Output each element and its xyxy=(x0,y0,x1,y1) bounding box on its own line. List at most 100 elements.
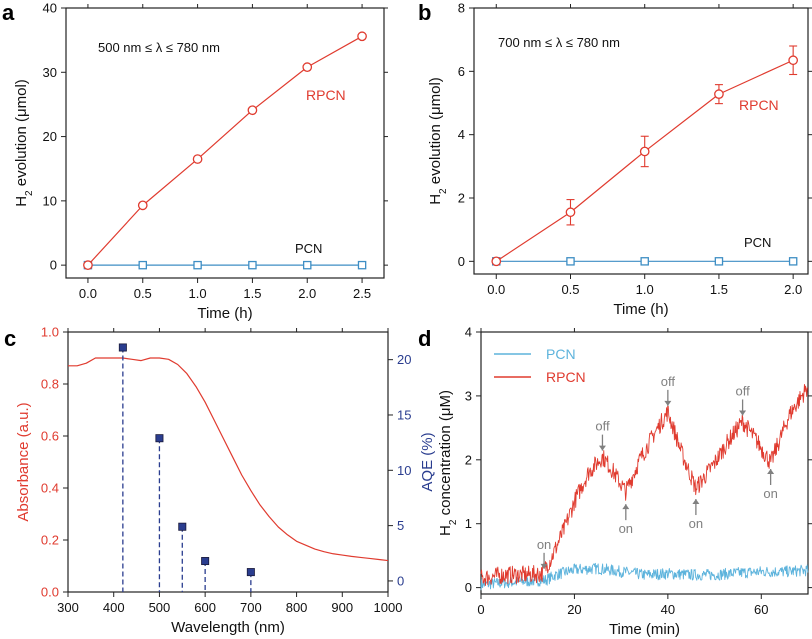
y-tick-label: 20 xyxy=(43,129,57,144)
data-point-pcn xyxy=(302,260,312,270)
legend-label-rpcn: RPCN xyxy=(546,369,586,385)
x-tick-label: 600 xyxy=(194,600,216,615)
annotation-off: off xyxy=(661,374,676,389)
x-tick-label: 0.5 xyxy=(134,286,152,301)
x-tick-label: 0.0 xyxy=(487,282,505,297)
x-tick-label: 60 xyxy=(754,602,768,617)
data-point-pcn xyxy=(138,260,148,270)
data-point-aqe xyxy=(155,434,164,443)
x-axis-label: Wavelength (nm) xyxy=(171,619,285,636)
data-point-pcn xyxy=(788,257,798,266)
y-tick-label: 0 xyxy=(50,258,57,273)
data-point-rpcn xyxy=(302,62,313,72)
y-tick-label: 4 xyxy=(458,127,465,142)
y-axis-label-rest: concentration (μM) xyxy=(437,390,454,520)
annotation-on: on xyxy=(689,516,703,531)
y-axis-label-sub: 2 xyxy=(438,188,449,194)
data-point-pcn xyxy=(714,257,724,266)
annotation-on: on xyxy=(537,537,551,552)
wavelength-range: 700 nm ≤ λ ≤ 780 nm xyxy=(498,35,620,50)
y-axis-label-h: H xyxy=(13,196,30,207)
y-axis-label-sub: 2 xyxy=(24,190,35,196)
x-axis-label: Time (min) xyxy=(609,621,680,638)
x-axis-label: Time (h) xyxy=(613,301,668,318)
panel-label: c xyxy=(4,326,16,351)
data-point-rpcn xyxy=(491,256,502,267)
series-label-rpcn: RPCN xyxy=(739,97,779,113)
arrow-head xyxy=(692,499,700,505)
y-tick-label: 1 xyxy=(465,516,472,531)
annotation-off: off xyxy=(735,383,750,398)
data-point-rpcn xyxy=(357,31,367,42)
data-point-aqe xyxy=(178,522,187,531)
x-tick-label: 2.0 xyxy=(784,282,802,297)
wavelength-range: 500 nm ≤ λ ≤ 780 nm xyxy=(98,40,220,55)
data-point-rpcn xyxy=(137,200,148,211)
data-point-pcn xyxy=(357,260,367,270)
data-point-rpcn xyxy=(192,154,203,164)
y-axis-label-rest: evolution (μmol) xyxy=(13,79,30,190)
y-tick-label: 0.6 xyxy=(41,429,59,444)
x-tick-label: 1000 xyxy=(374,600,403,615)
y-axis-label: H2 concentration (μM) xyxy=(437,390,459,536)
x-tick-label: 1.5 xyxy=(243,286,261,301)
arrow-head xyxy=(739,410,747,416)
y-axis-label: H2 evolution (μmol) xyxy=(427,77,449,205)
y-tick-label: 3 xyxy=(465,388,472,403)
y-tick-label: 40 xyxy=(43,1,57,16)
y-tick-label: 0.0 xyxy=(41,585,59,600)
x-tick-label: 900 xyxy=(331,600,353,615)
data-point-rpcn xyxy=(788,55,799,66)
data-point-rpcn xyxy=(714,89,724,99)
arrow-head xyxy=(598,445,606,451)
series-line-absorbance xyxy=(68,357,389,562)
x-tick-label: 500 xyxy=(149,600,171,615)
panel-c: 300 400 500 600 700 800 900 1000 0.0 0.2 0.4 0.6 0.8… xyxy=(4,325,436,637)
plot-frame xyxy=(67,331,389,593)
data-point-aqe xyxy=(118,343,127,352)
x-tick-label: 1.0 xyxy=(636,282,654,297)
data-point-aqe xyxy=(201,557,210,566)
y-axis-label-rest: evolution (μmol) xyxy=(427,77,444,188)
x-tick-label: 0.5 xyxy=(561,282,579,297)
y-tick-label: 6 xyxy=(458,64,465,79)
y-tick-label: 2 xyxy=(465,452,472,467)
x-tick-label: 0.0 xyxy=(79,286,97,301)
y-right-tick-label: 5 xyxy=(397,518,404,533)
x-tick-label: 1.0 xyxy=(189,286,207,301)
series-line-rpcn xyxy=(480,384,809,586)
y-axis-label-right: AQE (%) xyxy=(419,432,436,491)
x-axis-label: Time (h) xyxy=(197,305,252,322)
arrow-head xyxy=(767,469,775,474)
annotation-on: on xyxy=(619,521,633,536)
x-tick-label: 800 xyxy=(286,600,308,615)
data-point-pcn xyxy=(193,260,202,270)
y-axis-label-sub: 2 xyxy=(448,519,459,525)
series-line-rpcn xyxy=(87,35,363,266)
series-label-pcn: PCN xyxy=(744,235,771,250)
y-tick-label: 2 xyxy=(458,191,465,206)
y-tick-label: 0.2 xyxy=(41,533,59,548)
y-tick-label: 0 xyxy=(458,254,465,269)
y-axis-label: H2 evolution (μmol) xyxy=(13,79,35,207)
y-tick-label: 0.4 xyxy=(41,481,59,496)
y-tick-label: 10 xyxy=(43,193,57,208)
y-right-tick-label: 15 xyxy=(397,407,411,422)
panel-label: d xyxy=(418,326,431,351)
data-point-aqe xyxy=(246,568,255,577)
series-label-pcn: PCN xyxy=(295,241,322,256)
data-point-pcn xyxy=(566,257,575,266)
data-point-rpcn xyxy=(83,260,93,270)
data-point-rpcn xyxy=(639,146,650,157)
data-point-rpcn xyxy=(247,105,258,116)
y-right-tick-label: 10 xyxy=(397,463,411,478)
plot-frame xyxy=(473,7,809,275)
y-tick-label: 30 xyxy=(43,65,57,80)
x-tick-label: 2.0 xyxy=(298,286,316,301)
y-right-tick-label: 20 xyxy=(397,352,411,367)
x-tick-label: 20 xyxy=(567,602,581,617)
x-tick-label: 1.5 xyxy=(710,282,728,297)
y-axis-label-h: H xyxy=(437,525,454,536)
